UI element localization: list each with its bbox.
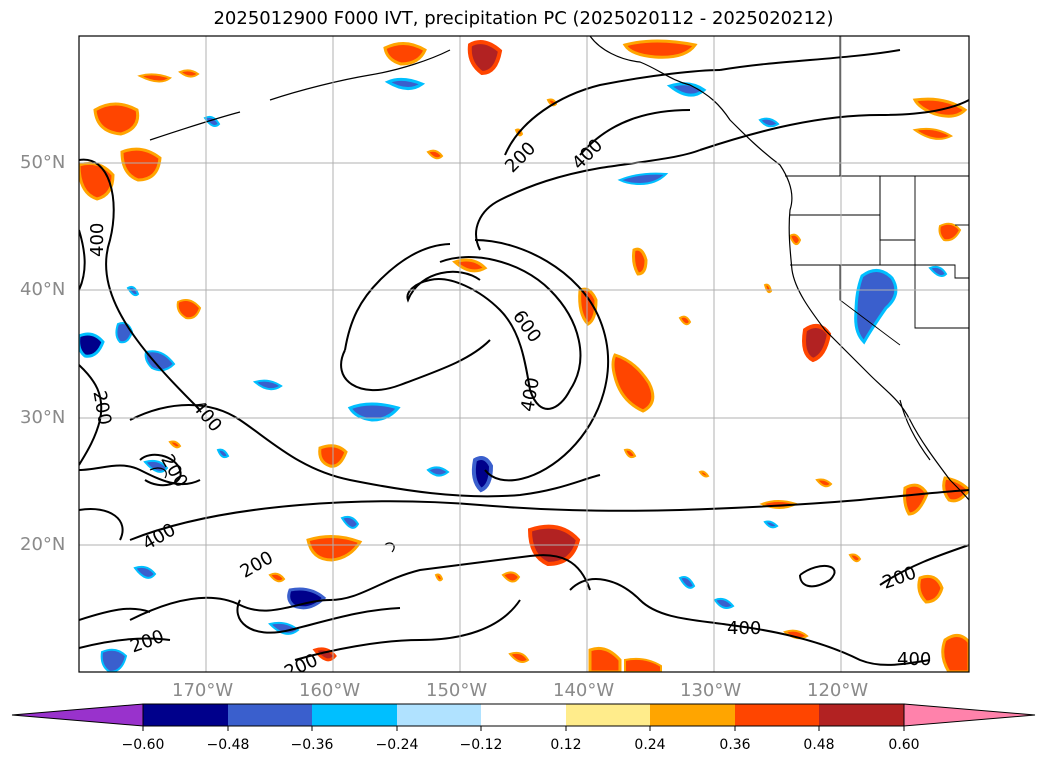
lon-label-170w: 170°W [172,680,234,701]
lat-label-50n: 50°N [20,152,66,173]
colorbar-tick-label: −0.12 [459,737,503,753]
map-title: 2025012900 F000 IVT, precipitation PC (2… [213,8,834,29]
coastlines [149,36,969,553]
colorbar-bin [481,704,566,726]
lat-label-30n: 30°N [20,407,66,428]
contour-label: 400 [87,223,108,257]
lon-label-120w: 120°W [807,680,869,701]
colorbar-bin [566,704,650,726]
colorbar-bin [650,704,735,726]
colorbar-tick-label: −0.24 [375,737,419,753]
lat-label-20n: 20°N [20,534,66,555]
colorbar-bin [735,704,819,726]
colorbar-tick-label: 0.60 [888,737,920,753]
colorbar-tick-label: 0.12 [550,737,582,753]
precip-negative-patches [79,77,948,672]
colorbar-tick-label: 0.36 [719,737,751,753]
map-border [78,35,970,673]
precip-positive-patches [79,39,969,672]
lon-label-140w: 140°W [553,680,615,701]
colorbar-extend-high [903,703,1036,727]
contour-label: 400 [897,649,931,670]
colorbar-tick-label: 0.24 [634,737,666,753]
state-borders [785,36,969,346]
lat-label-40n: 40°N [20,279,66,300]
colorbar-bin [143,704,228,726]
colorbar-bin [819,704,904,726]
colorbar-extend-low [11,703,144,727]
colorbar-tick-label: −0.36 [290,737,334,753]
colorbar [11,703,1036,731]
colorbar-bin [312,704,397,726]
colorbar-tick-label: −0.60 [121,737,165,753]
gridlines [79,36,969,672]
colorbar-tick-label: −0.48 [206,737,250,753]
contour-label: 400 [727,618,761,639]
colorbar-tick-label: 0.48 [803,737,835,753]
ivt-contours [79,49,969,666]
map-panel [79,36,969,672]
lon-label-130w: 130°W [680,680,742,701]
colorbar-bin [397,704,481,726]
lon-label-150w: 150°W [426,680,488,701]
colorbar-bin [228,704,312,726]
lon-label-160w: 160°W [299,680,361,701]
